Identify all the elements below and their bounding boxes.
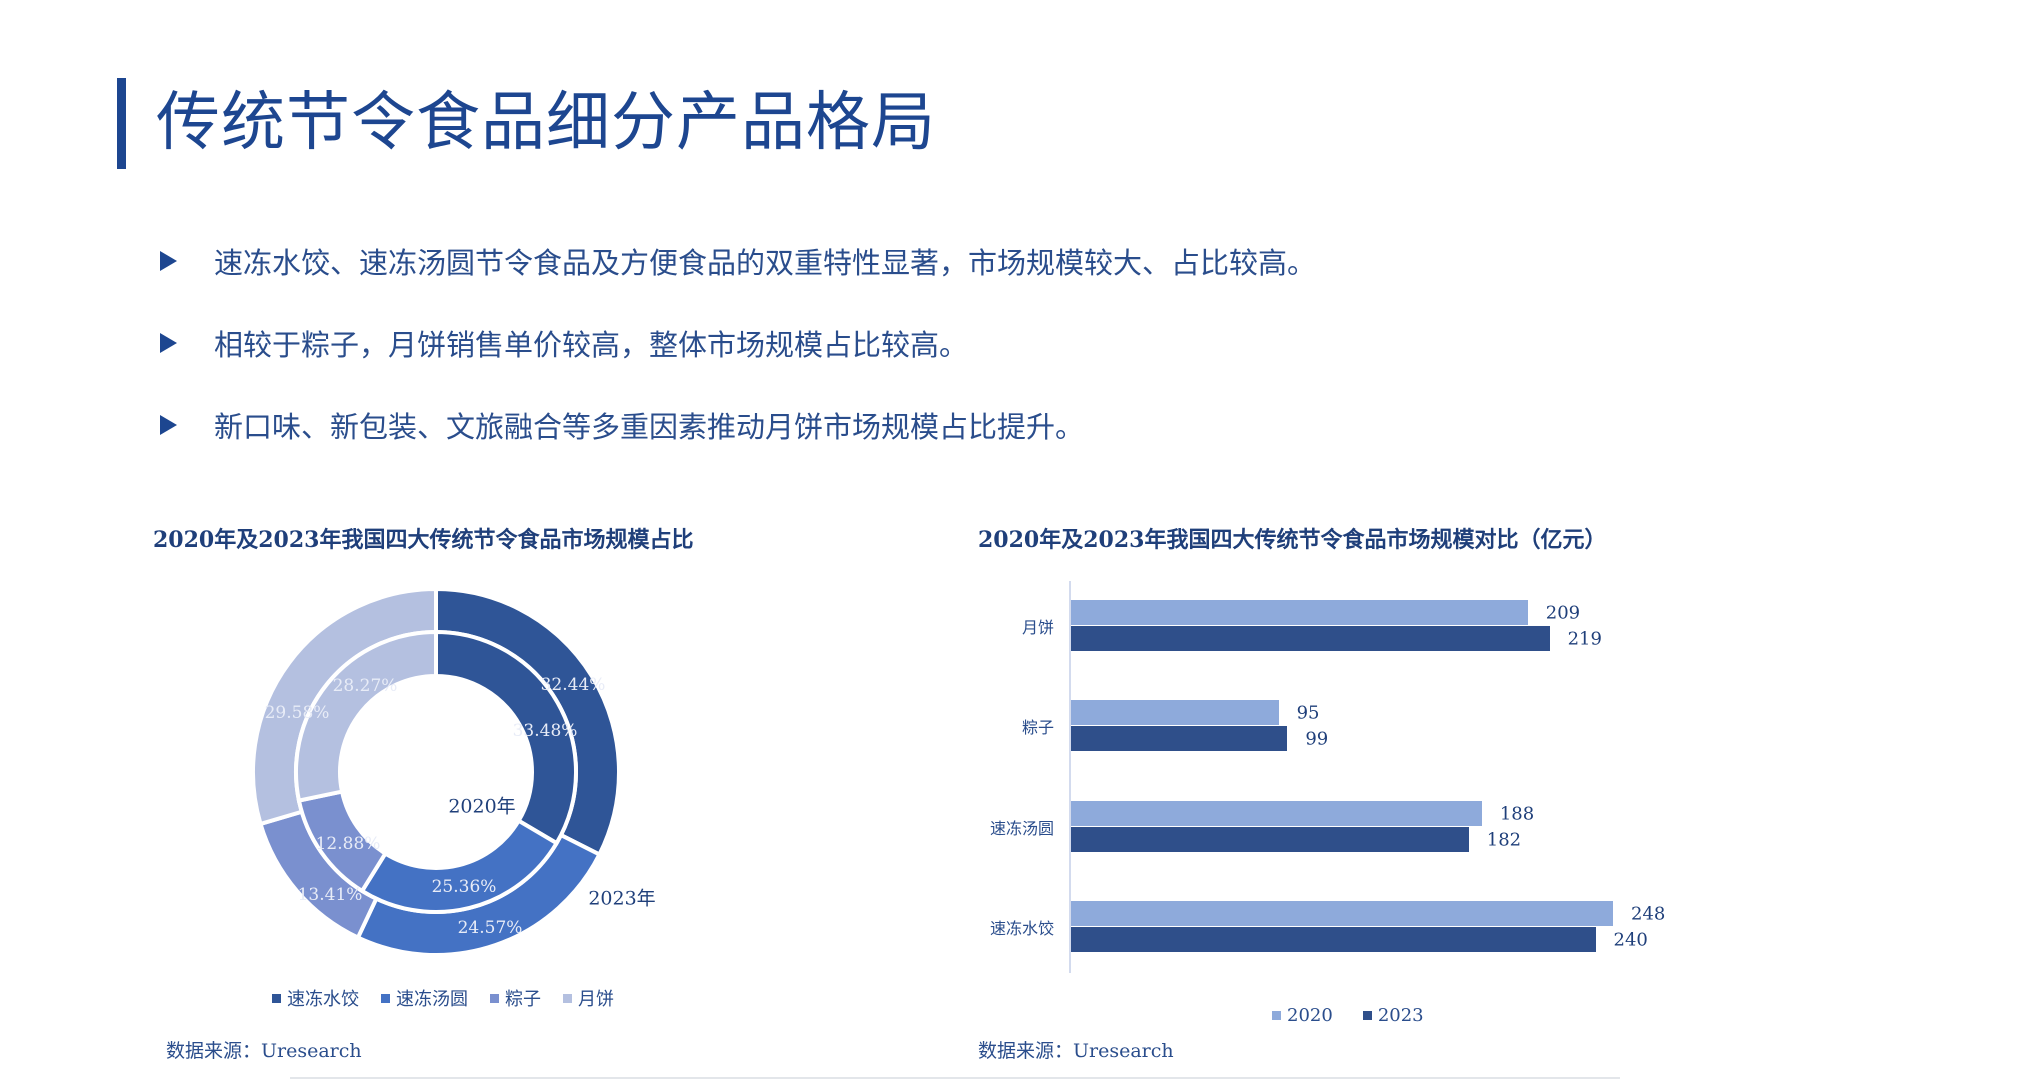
donut-legend: 速冻水饺 速冻汤圆 粽子 月饼 <box>272 985 614 1011</box>
outer-label-zongzi: 13.41% <box>297 885 363 905</box>
legend-item: 速冻汤圆 <box>381 985 468 1011</box>
legend-label: 粽子 <box>505 989 541 1010</box>
bar-value-label: 182 <box>1486 829 1522 851</box>
donut-chart <box>252 588 620 956</box>
bullet-list: 速冻水饺、速冻汤圆节令食品及方便食品的双重特性显著，市场规模较大、占比较高。 相… <box>160 220 1316 466</box>
bullet-text: 相较于粽子，月饼销售单价较高，整体市场规模占比较高。 <box>214 328 969 362</box>
inner-label-mooncake: 28.27% <box>332 676 398 696</box>
bar-2020 <box>1071 801 1482 826</box>
legend-swatch-icon <box>490 993 499 1003</box>
triangle-bullet-icon <box>160 333 177 353</box>
bar-2023 <box>1071 827 1469 852</box>
category-label-mooncake: 月饼 <box>1021 618 1054 637</box>
bar-value-label: 240 <box>1613 929 1648 951</box>
outer-ring-year-label: 2023年 <box>588 887 656 910</box>
bar-2020 <box>1071 700 1279 725</box>
legend-label: 速冻汤圆 <box>396 989 468 1010</box>
donut-data-source: 数据来源：Uresearch <box>166 1040 362 1062</box>
inner-ring-year-label: 2020年 <box>448 795 516 818</box>
bar-value-label: 209 <box>1545 602 1581 624</box>
bullet-item: 速冻水饺、速冻汤圆节令食品及方便食品的双重特性显著，市场规模较大、占比较高。 <box>160 220 1316 302</box>
bar-value-label: 95 <box>1296 702 1320 724</box>
footer-divider <box>290 1077 1620 1079</box>
outer-label-mooncake: 29.58% <box>264 703 330 723</box>
bar-value-label: 99 <box>1305 728 1329 750</box>
bullet-text: 新口味、新包装、文旅融合等多重因素推动月饼市场规模占比提升。 <box>214 410 1085 444</box>
bar-value-label: 248 <box>1631 903 1666 925</box>
title-accent-bar <box>117 78 126 169</box>
bullet-text: 速冻水饺、速冻汤圆节令食品及方便食品的双重特性显著，市场规模较大、占比较高。 <box>214 246 1317 280</box>
legend-item: 2023 <box>1362 1005 1424 1026</box>
bar-2020 <box>1071 600 1528 625</box>
legend-item: 粽子 <box>490 985 541 1011</box>
legend-label: 2023 <box>1377 1005 1424 1026</box>
legend-swatch-icon <box>1362 1011 1372 1020</box>
legend-label: 速冻水饺 <box>287 989 359 1010</box>
bar-2023 <box>1071 726 1288 751</box>
triangle-bullet-icon <box>160 251 177 271</box>
inner-label-zongzi: 12.88% <box>315 834 381 854</box>
category-label-tangyuan: 速冻汤圆 <box>989 819 1054 838</box>
page-title: 传统节令食品细分产品格局 <box>156 86 936 160</box>
bar-data-source: 数据来源：Uresearch <box>978 1040 1174 1062</box>
category-label-dumplings: 速冻水饺 <box>989 919 1054 938</box>
bar-value-label: 188 <box>1499 803 1535 825</box>
donut-segment <box>294 629 438 803</box>
category-label-zongzi: 粽子 <box>1021 718 1054 737</box>
bar-2020 <box>1071 901 1613 926</box>
bar-legend: 2020 2023 <box>1272 1005 1424 1026</box>
donut-chart-title: 2020年及2023年我国四大传统节令食品市场规模占比 <box>153 527 694 553</box>
legend-swatch-icon <box>563 993 572 1003</box>
inner-label-tangyuan: 25.36% <box>431 877 497 897</box>
legend-item: 月饼 <box>563 985 614 1011</box>
legend-label: 2020 <box>1287 1005 1333 1026</box>
legend-item: 速冻水饺 <box>272 985 359 1011</box>
triangle-bullet-icon <box>160 415 177 435</box>
legend-swatch-icon <box>381 993 390 1003</box>
outer-label-dumplings: 32.44% <box>540 675 606 695</box>
bar-2023 <box>1071 626 1550 651</box>
bullet-item: 新口味、新包装、文旅融合等多重因素推动月饼市场规模占比提升。 <box>160 384 1316 466</box>
legend-swatch-icon <box>1272 1011 1281 1020</box>
legend-label: 月饼 <box>578 989 614 1010</box>
donut-segment <box>434 629 578 846</box>
bar-chart-title: 2020年及2023年我国四大传统节令食品市场规模对比（亿元） <box>978 527 1607 553</box>
legend-item: 2020 <box>1272 1005 1333 1026</box>
donut-inner-ring <box>294 629 578 914</box>
bar-chart-axis <box>1069 581 1071 973</box>
bullet-item: 相较于粽子，月饼销售单价较高，整体市场规模占比较高。 <box>160 302 1316 384</box>
bar-value-label: 219 <box>1567 628 1602 650</box>
inner-label-dumplings: 33.48% <box>512 721 578 741</box>
bar-2023 <box>1071 927 1596 952</box>
donut-outer-ring <box>252 588 620 956</box>
legend-swatch-icon <box>272 993 281 1003</box>
outer-label-tangyuan: 24.57% <box>457 918 523 938</box>
